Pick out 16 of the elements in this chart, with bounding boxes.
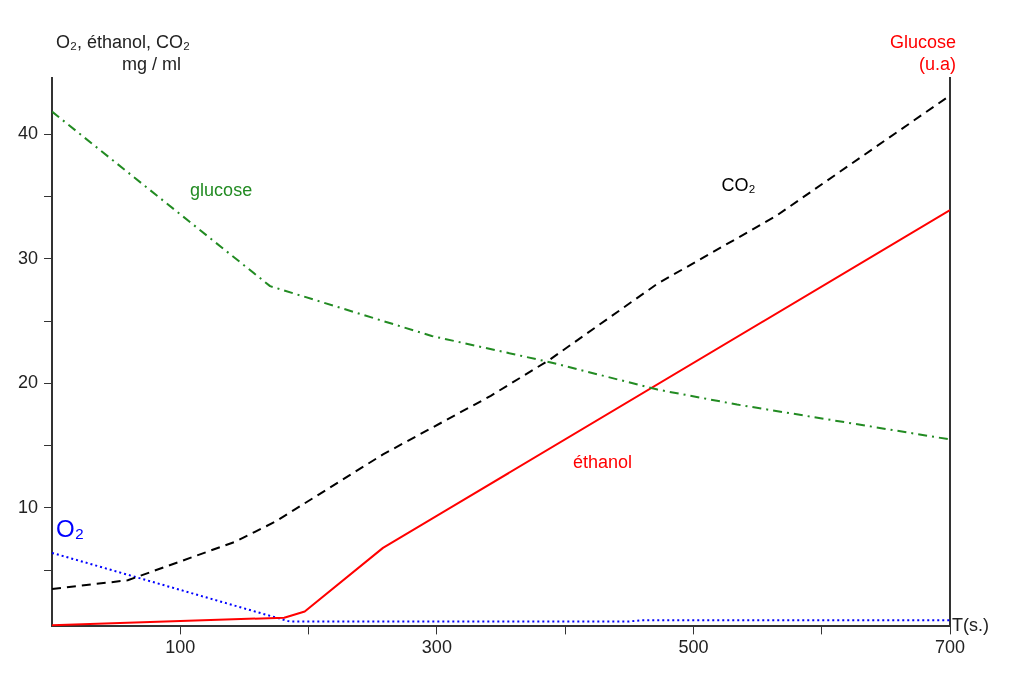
series-label: glucose — [190, 180, 253, 201]
x-tick-label: 100 — [165, 637, 196, 658]
y-tick-label: 40 — [17, 123, 39, 144]
x-axis-title: T(s.) — [952, 615, 989, 636]
y-tick-label: 20 — [17, 372, 39, 393]
y-tick-label: 10 — [17, 496, 39, 517]
x-tick-label: 500 — [678, 637, 709, 658]
y-axis-title: O₂, éthanol, CO₂ mg / ml — [56, 32, 191, 74]
series-label: éthanol — [572, 451, 633, 472]
x-tick-label: 300 — [421, 637, 452, 658]
line-series — [52, 110, 950, 441]
y2-axis-title: Glucose (u.a) — [889, 32, 956, 74]
x-tick-label: 700 — [934, 637, 966, 658]
series-label: CO₂ — [721, 175, 756, 196]
y-tick-label: 30 — [17, 247, 39, 268]
series-label: O₂ — [56, 514, 85, 542]
